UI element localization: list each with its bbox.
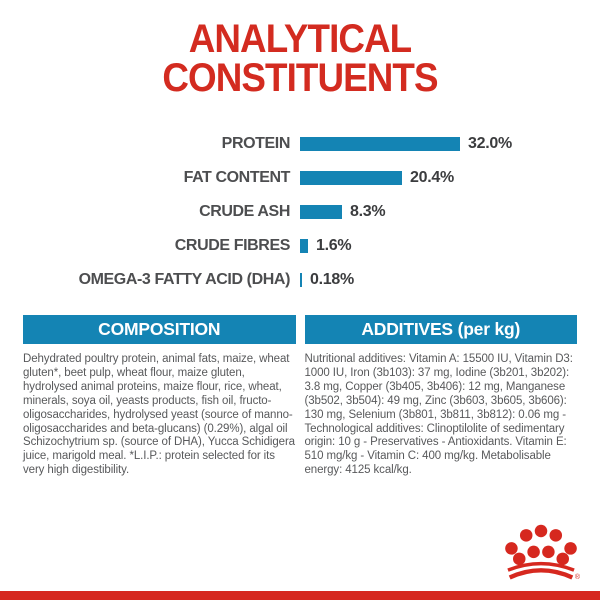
chart-category-label: CRUDE ASH bbox=[199, 203, 290, 220]
additives-heading: ADDITIVES (per kg) bbox=[304, 315, 577, 344]
chart-bar-group: 0.18% bbox=[300, 271, 354, 289]
chart-value-label: 8.3% bbox=[350, 203, 386, 220]
chart-category-label: FAT CONTENT bbox=[183, 169, 291, 186]
chart-row: OMEGA-3 FATTY ACID (DHA) 0.18% bbox=[0, 263, 600, 297]
crown-arcs bbox=[507, 561, 575, 580]
analytical-constituents-chart: PROTEIN 32.0% FAT CONTENT 20.4% CRUDE ASH 8.3… bbox=[0, 127, 600, 297]
chart-row: PROTEIN 32.0% bbox=[0, 127, 600, 161]
chart-value-label: 1.6% bbox=[316, 237, 352, 254]
additives-section: ADDITIVES (per kg) Nutritional additives… bbox=[304, 315, 577, 478]
chart-bar bbox=[300, 137, 460, 151]
page-title: ANALYTICAL CONSTITUENTS bbox=[24, 17, 576, 100]
chart-row: FAT CONTENT 20.4% bbox=[0, 161, 600, 195]
chart-rows: PROTEIN 32.0% FAT CONTENT 20.4% CRUDE ASH 8.3… bbox=[0, 127, 600, 297]
chart-category-label: OMEGA-3 FATTY ACID (DHA) bbox=[78, 271, 291, 288]
chart-bar bbox=[300, 205, 342, 219]
composition-body: Dehydrated poultry protein, animal fats,… bbox=[23, 353, 295, 477]
chart-bar bbox=[300, 239, 308, 253]
royal-canin-crown-logo: ® bbox=[505, 524, 580, 581]
chart-bar bbox=[300, 273, 302, 287]
chart-category-label: PROTEIN bbox=[221, 135, 291, 152]
chart-bar-group: 8.3% bbox=[300, 203, 386, 221]
page-title-line1: ANALYTICAL bbox=[188, 17, 412, 61]
info-sections: COMPOSITION Dehydrated poultry protein, … bbox=[23, 315, 577, 478]
chart-category-label: CRUDE FIBRES bbox=[174, 237, 291, 254]
composition-heading: COMPOSITION bbox=[23, 315, 296, 344]
registered-trademark-symbol: ® bbox=[575, 573, 580, 581]
chart-value-label: 0.18% bbox=[310, 271, 354, 288]
chart-bar bbox=[300, 171, 402, 185]
additives-body: Nutritional additives: Vitamin A: 15500 … bbox=[304, 353, 573, 477]
bottom-brand-bar bbox=[0, 591, 600, 600]
crown-dots bbox=[505, 524, 577, 566]
composition-section: COMPOSITION Dehydrated poultry protein, … bbox=[23, 315, 296, 478]
chart-bar-group: 1.6% bbox=[300, 237, 352, 255]
chart-row: CRUDE ASH 8.3% bbox=[0, 195, 600, 229]
chart-bar-group: 20.4% bbox=[300, 169, 454, 187]
chart-row: CRUDE FIBRES 1.6% bbox=[0, 229, 600, 263]
page-title-line2: CONSTITUENTS bbox=[162, 56, 438, 100]
chart-value-label: 32.0% bbox=[468, 135, 512, 152]
chart-bar-group: 32.0% bbox=[300, 135, 512, 153]
chart-value-label: 20.4% bbox=[410, 169, 454, 186]
